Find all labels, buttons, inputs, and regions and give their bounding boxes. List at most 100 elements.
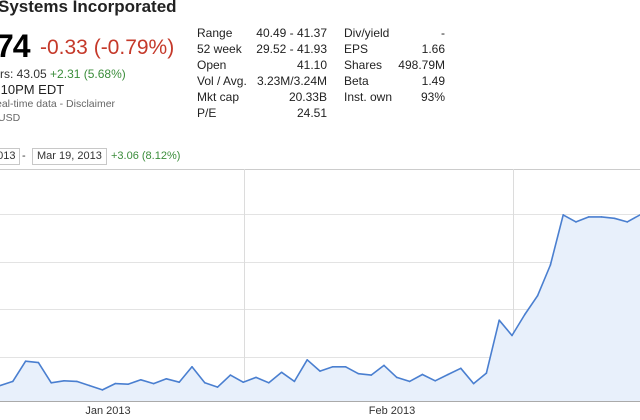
stat-row-shares: Shares 498.79M <box>344 58 445 73</box>
stats-table-left: Range 40.49 - 41.37 52 week 29.52 - 41.9… <box>197 26 327 122</box>
price-line-segment <box>37 361 53 384</box>
stat-label: Div/yield <box>344 26 390 40</box>
price-line-segment <box>88 384 104 391</box>
stats-table-right: Div/yield - EPS 1.66 Shares 498.79M Beta… <box>344 26 445 106</box>
price-line-segment <box>357 372 373 376</box>
stat-value: 29.52 - 41.93 <box>256 42 327 56</box>
stat-row-beta: Beta 1.49 <box>344 74 445 89</box>
price-line-segment <box>12 360 27 383</box>
price-line-segment <box>255 376 270 384</box>
price-line-segment <box>306 359 321 372</box>
price-line-segment <box>498 319 513 337</box>
price-line-segment <box>242 376 257 383</box>
price-line-segment <box>127 379 142 385</box>
stat-row-52week: 52 week 29.52 - 41.93 <box>197 42 327 57</box>
price-line-segment <box>562 214 577 223</box>
price-line-segment <box>613 217 629 223</box>
range-separator: - <box>22 150 26 162</box>
stat-row-open: Open 41.10 <box>197 58 327 73</box>
after-hours-change: +2.31 (5.68%) <box>50 67 126 81</box>
price-line-segment <box>383 364 398 379</box>
range-change: +3.06 (8.12%) <box>111 150 181 162</box>
price-line-segment <box>536 264 552 297</box>
price-line-segment <box>319 366 334 372</box>
stat-value: 1.66 <box>421 42 445 56</box>
price-line-segment <box>24 360 40 364</box>
range-end-input[interactable]: Mar 19, 2013 <box>32 148 107 165</box>
price-chart[interactable]: Jan 2013 Feb 2013 <box>0 169 640 420</box>
stat-value: 3.23M/3.24M <box>256 74 327 88</box>
after-hours: rs: 43.05 +2.31 (5.68%) <box>0 67 126 81</box>
price-line-segment <box>229 374 244 383</box>
price-line-segment <box>421 373 437 382</box>
realtime-disclaimer[interactable]: eal-time data - Disclaimer <box>0 98 116 110</box>
price-line-segment <box>178 366 193 383</box>
price-line-segment <box>76 380 91 387</box>
x-tick-label-jan: Jan 2013 <box>85 405 130 417</box>
price-line-segment <box>280 371 296 383</box>
stat-label: Open <box>197 58 227 72</box>
stat-value: 41.10 <box>296 58 327 72</box>
stat-row-mktcap: Mkt cap 20.33B <box>197 90 327 105</box>
price-line-segment <box>626 214 640 223</box>
price-line-segment <box>370 364 385 376</box>
price-area-fill <box>0 214 640 401</box>
stat-row-range: Range 40.49 - 41.37 <box>197 26 327 41</box>
price-line-segment <box>204 382 219 388</box>
price-line-segment <box>63 380 78 383</box>
quote-time: :10PM EDT <box>0 82 65 97</box>
stat-label: Range <box>197 26 233 40</box>
price-line-segment <box>485 319 501 374</box>
stat-label: Vol / Avg. <box>197 74 247 88</box>
range-start-input[interactable]: 2013 <box>0 148 20 165</box>
last-price: 74 <box>0 28 31 64</box>
price-line-segment <box>152 378 168 385</box>
date-range-bar: 2013 - Mar 19, 2013 +3.06 (8.12%) <box>0 146 640 166</box>
price-line-segment <box>511 313 526 337</box>
price-line-segment <box>434 373 449 382</box>
price-line-segment <box>344 366 360 375</box>
price-line-segment <box>600 216 616 220</box>
stat-label: Shares <box>344 58 383 72</box>
stat-row-eps: EPS 1.66 <box>344 42 445 57</box>
price-chart-svg[interactable]: Jan 2013 Feb 2013 <box>0 169 640 420</box>
stat-value: 20.33B <box>288 90 327 104</box>
price-line-segment <box>140 379 155 385</box>
stat-value: 1.49 <box>421 74 445 88</box>
price-line-segment <box>165 378 180 383</box>
stat-value: 40.49 - 41.37 <box>256 26 327 40</box>
price-line-segment <box>447 367 462 376</box>
price-line-segment <box>575 216 590 223</box>
price-line-segment <box>293 359 309 383</box>
stat-value: 93% <box>420 90 445 104</box>
price-line-segment <box>114 382 129 385</box>
stat-value: 498.79M <box>398 58 445 72</box>
stat-value: - <box>441 26 445 40</box>
stat-row-pe: P/E 24.51 <box>197 106 327 121</box>
price-line-segment <box>523 294 539 316</box>
price-line-segment <box>191 366 206 384</box>
stat-label: Beta <box>344 74 369 88</box>
stat-label: EPS <box>344 42 369 56</box>
price-line-segment <box>267 371 283 384</box>
after-hours-price: rs: 43.05 <box>0 67 47 81</box>
stat-value: 24.51 <box>296 106 327 120</box>
stat-label: 52 week <box>197 42 242 56</box>
stat-row-volume: Vol / Avg. 3.23M/3.24M <box>197 74 327 89</box>
price-line-segment <box>549 214 565 266</box>
price-line-segment <box>459 367 475 385</box>
stat-label: Mkt cap <box>197 90 240 104</box>
price-change: -0.33 (-0.79%) <box>40 36 175 59</box>
stat-row-divyield: Div/yield - <box>344 26 445 41</box>
price-line-segment <box>50 380 65 384</box>
price-line-segment <box>472 372 488 385</box>
price-line-segment <box>216 374 232 388</box>
price-line-segment <box>408 373 424 383</box>
stat-label: P/E <box>197 106 217 120</box>
price-line-segment <box>0 380 14 387</box>
stat-label: Inst. own <box>344 90 393 104</box>
currency-label: USD <box>0 112 21 124</box>
stat-row-instown: Inst. own 93% <box>344 90 445 105</box>
company-name: Systems Incorporated <box>0 0 177 16</box>
price-line-segment <box>101 382 116 391</box>
